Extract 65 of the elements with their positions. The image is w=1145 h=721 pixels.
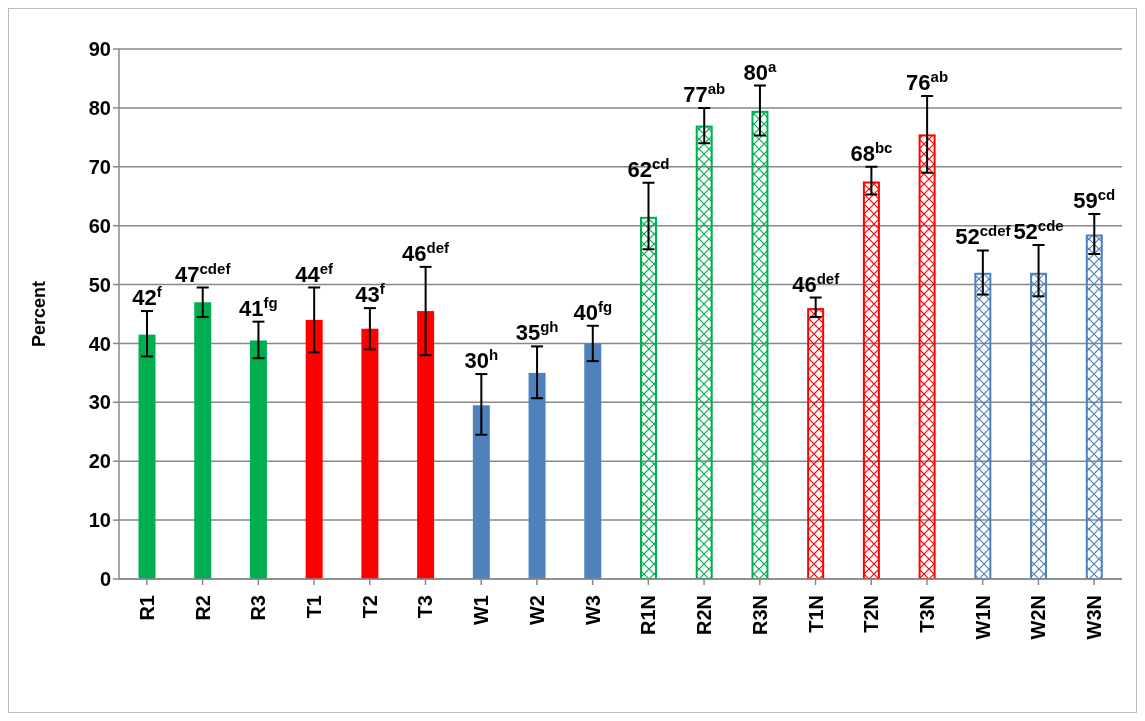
data-label: 52$^{cde}$ xyxy=(1013,216,1064,245)
data-label: 76$^{ab}$ xyxy=(906,67,949,96)
data-label: 47$^{cdef}$ xyxy=(175,259,232,287)
bar xyxy=(138,334,156,579)
data-label: 62$^{cd}$ xyxy=(627,154,670,182)
x-tick-label: W3N xyxy=(1083,595,1106,640)
y-tick-label: 70 xyxy=(88,155,111,178)
data-label: 80$^{a}$ xyxy=(743,57,778,85)
y-tick-label: 20 xyxy=(88,450,111,473)
data-label: 46$^{def}$ xyxy=(402,238,451,266)
x-tick-label: T2 xyxy=(358,595,381,619)
y-tick-label: 80 xyxy=(88,96,111,119)
bar xyxy=(695,125,713,579)
x-tick-label: R3 xyxy=(247,595,270,621)
data-label: 42$^{f}$ xyxy=(132,282,163,311)
data-label: 41$^{fg}$ xyxy=(239,293,278,321)
data-label: 59$^{cd}$ xyxy=(1073,185,1116,213)
y-tick-label: 10 xyxy=(88,509,111,532)
data-label: 35$^{gh}$ xyxy=(515,317,559,346)
x-tick-label: W2 xyxy=(525,595,548,625)
data-label: 44$^{ef}$ xyxy=(295,259,335,287)
x-tick-label: R1N xyxy=(637,595,660,636)
data-label: 40$^{fg}$ xyxy=(573,297,613,325)
bar xyxy=(862,181,880,579)
bar xyxy=(807,308,825,579)
x-tick-label: T2N xyxy=(860,595,883,633)
x-tick-label: R2 xyxy=(191,595,214,621)
bar xyxy=(528,372,546,579)
x-tick-label: R1 xyxy=(135,595,158,621)
x-tick-label: R3N xyxy=(748,595,771,636)
y-tick-label: 60 xyxy=(88,214,111,237)
x-tick-label: W2N xyxy=(1027,595,1050,640)
data-label: 52$^{cdef}$ xyxy=(955,221,1012,250)
bar xyxy=(918,134,936,579)
data-label: 77$^{ab}$ xyxy=(683,79,726,107)
x-tick-label: T1 xyxy=(303,595,326,619)
data-label: 46$^{def}$ xyxy=(792,269,841,297)
x-tick-label: W1N xyxy=(971,595,994,640)
bar xyxy=(751,110,769,579)
bar xyxy=(417,311,435,579)
x-tick-label: T3 xyxy=(414,595,437,619)
x-tick-label: T3N xyxy=(915,595,938,633)
x-tick-label: T1N xyxy=(804,595,827,633)
x-tick-label: W3 xyxy=(581,595,604,625)
x-tick-label: R2N xyxy=(693,595,716,636)
x-tick-label: W1 xyxy=(470,595,493,625)
bar xyxy=(194,302,212,579)
y-tick-label: 90 xyxy=(88,38,111,61)
y-tick-label: 40 xyxy=(88,332,111,355)
bar xyxy=(1030,272,1048,579)
data-label: 30$^{h}$ xyxy=(464,345,499,374)
y-axis-title: Percent xyxy=(29,280,50,348)
bar xyxy=(640,216,657,579)
data-label: 68$^{bc}$ xyxy=(850,138,893,166)
bar xyxy=(249,340,267,579)
bar xyxy=(305,319,323,579)
bar xyxy=(974,272,992,579)
bar xyxy=(472,405,490,579)
y-tick-label: 0 xyxy=(99,568,111,591)
bar xyxy=(584,343,602,579)
bar xyxy=(1085,234,1103,579)
y-tick-label: 30 xyxy=(88,391,111,414)
data-label: 43$^{f}$ xyxy=(355,279,386,308)
bar xyxy=(361,328,379,579)
y-tick-label: 50 xyxy=(88,273,111,296)
